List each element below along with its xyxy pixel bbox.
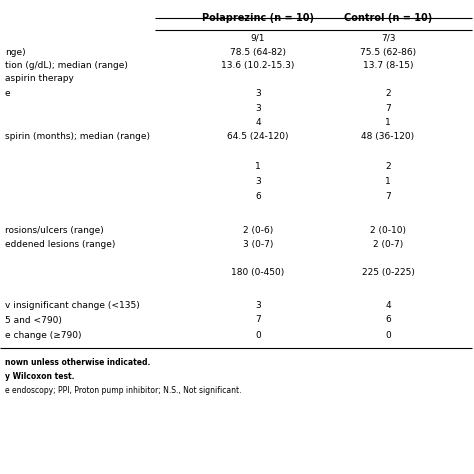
Text: rosions/ulcers (range): rosions/ulcers (range) [5,226,104,235]
Text: 2: 2 [385,162,391,171]
Text: 2: 2 [385,89,391,98]
Text: nge): nge) [5,47,26,56]
Text: 2 (0-6): 2 (0-6) [243,226,273,235]
Text: e endoscopy; PPI, Proton pump inhibitor; N.S., Not significant.: e endoscopy; PPI, Proton pump inhibitor;… [5,386,241,395]
Text: 2 (0-10): 2 (0-10) [370,226,406,235]
Text: Control (n = 10): Control (n = 10) [344,13,432,23]
Text: v insignificant change (<135): v insignificant change (<135) [5,301,140,310]
Text: 3: 3 [255,89,261,98]
Text: eddened lesions (range): eddened lesions (range) [5,239,115,248]
Text: 0: 0 [385,330,391,339]
Text: 9/1: 9/1 [251,34,265,43]
Text: 1: 1 [255,162,261,171]
Text: 3: 3 [255,176,261,185]
Text: 1: 1 [385,118,391,127]
Text: 7: 7 [385,103,391,112]
Text: 1: 1 [385,176,391,185]
Text: tion (g/dL); median (range): tion (g/dL); median (range) [5,61,128,70]
Text: 0: 0 [255,330,261,339]
Text: 2 (0-7): 2 (0-7) [373,239,403,248]
Text: y Wilcoxon test.: y Wilcoxon test. [5,372,74,381]
Text: 3 (0-7): 3 (0-7) [243,239,273,248]
Text: 6: 6 [255,191,261,201]
Text: 48 (36-120): 48 (36-120) [362,131,415,140]
Text: 225 (0-225): 225 (0-225) [362,267,414,276]
Text: 75.5 (62-86): 75.5 (62-86) [360,47,416,56]
Text: 180 (0-450): 180 (0-450) [231,267,284,276]
Text: aspirin therapy: aspirin therapy [5,73,74,82]
Text: Polaprezinc (n = 10): Polaprezinc (n = 10) [202,13,314,23]
Text: 13.7 (8-15): 13.7 (8-15) [363,61,413,70]
Text: 3: 3 [255,103,261,112]
Text: 64.5 (24-120): 64.5 (24-120) [227,131,289,140]
Text: 7: 7 [385,191,391,201]
Text: 7: 7 [255,316,261,325]
Text: 6: 6 [385,316,391,325]
Text: 7/3: 7/3 [381,34,395,43]
Text: e: e [5,89,10,98]
Text: 5 and <790): 5 and <790) [5,316,62,325]
Text: spirin (months); median (range): spirin (months); median (range) [5,131,150,140]
Text: 13.6 (10.2-15.3): 13.6 (10.2-15.3) [221,61,295,70]
Text: e change (≥790): e change (≥790) [5,330,82,339]
Text: 4: 4 [385,301,391,310]
Text: nown unless otherwise indicated.: nown unless otherwise indicated. [5,358,150,367]
Text: 4: 4 [255,118,261,127]
Text: 78.5 (64-82): 78.5 (64-82) [230,47,286,56]
Text: 3: 3 [255,301,261,310]
